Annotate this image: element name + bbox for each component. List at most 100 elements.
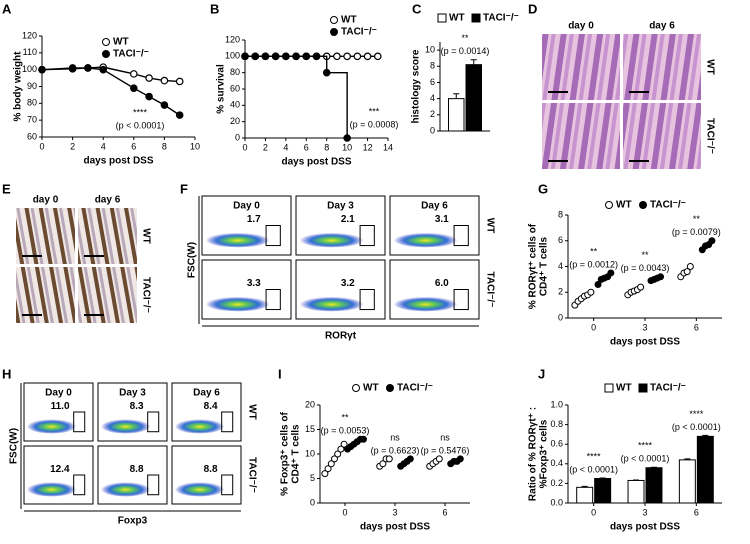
gate: [265, 289, 281, 311]
y-tick-label: 2: [430, 109, 435, 119]
y-tick-label: 0: [430, 125, 435, 135]
annotation: (p = 0.6623): [371, 445, 420, 455]
y-tick-label: 6: [558, 235, 563, 245]
y-tick-label: 20: [305, 399, 315, 409]
legend-label: TACI⁻/⁻: [397, 383, 433, 394]
annotation: (p = 0.0014): [441, 46, 490, 56]
data-point: [292, 52, 300, 61]
gate: [73, 411, 86, 433]
legend-marker: [352, 384, 360, 392]
x-tick-label: 6: [694, 507, 699, 517]
cell-cloud: [100, 481, 151, 497]
legend-label: WT: [449, 13, 465, 24]
column-heading: Day 3: [119, 388, 146, 399]
x-axis-label: days post DSS: [83, 156, 153, 167]
data-point: [373, 52, 382, 61]
data-point: [353, 52, 362, 61]
x-axis-label: Foxp3: [118, 516, 148, 527]
panel-label: C: [412, 1, 422, 16]
annotation: (p = 0.0043): [621, 263, 670, 273]
data-point: [686, 263, 694, 270]
y-tick-label: 0.0: [550, 497, 563, 507]
cell-cloud: [26, 481, 77, 497]
data-point: [321, 470, 329, 478]
cell-cloud: [26, 418, 77, 434]
legend-label: TACI⁻/⁻: [650, 200, 686, 211]
x-tick-label: 0: [242, 142, 247, 152]
legend-label: WT: [363, 383, 379, 394]
bar: [465, 64, 482, 132]
data-point: [657, 273, 665, 281]
x-tick-label: 10: [342, 142, 352, 152]
panel-label: H: [2, 366, 11, 381]
annotation: **: [590, 246, 598, 256]
row-label: TACI⁻/⁻: [484, 272, 495, 308]
x-tick-label: 6: [131, 141, 136, 151]
y-tick-label: 0.2: [550, 478, 563, 488]
y-axis-label: % RORγt⁺ cells of: [528, 223, 539, 309]
data-point: [334, 450, 342, 458]
y-tick-label: 8: [430, 61, 435, 71]
y-tick-label: 120: [22, 30, 37, 40]
x-axis-label: RORγt: [325, 331, 357, 342]
data-point: [587, 288, 595, 296]
x-axis-label: days post DSS: [610, 522, 680, 533]
gate-value: 3.3: [247, 278, 261, 289]
x-tick-label: 3: [642, 507, 647, 517]
legend-marker: [437, 13, 447, 23]
bar: [696, 435, 714, 504]
gate: [221, 474, 234, 496]
series-line: [41, 67, 181, 116]
gate-value: 11.0: [51, 401, 70, 412]
gate: [359, 289, 375, 311]
data-point: [340, 440, 348, 448]
y-axis-label: histology score: [411, 49, 422, 123]
data-point: [302, 52, 311, 61]
data-point: [331, 455, 338, 463]
annotation: (p < 0.0001): [116, 120, 165, 130]
column-heading: day 0: [33, 195, 59, 206]
legend-marker: [330, 16, 338, 24]
annotation: ****: [689, 409, 704, 419]
x-tick-label: 8: [162, 141, 167, 151]
data-point: [38, 65, 46, 74]
cell-cloud: [174, 481, 225, 497]
gate: [147, 474, 160, 496]
y-tick-label: 0: [310, 497, 315, 507]
micrograph: [16, 267, 75, 323]
annotation: ****: [587, 451, 602, 461]
y-tick-label: 0.8: [550, 419, 563, 429]
legend-label: WT: [616, 200, 632, 211]
data-point: [327, 460, 335, 468]
data-point: [379, 460, 387, 468]
data-point: [683, 268, 691, 276]
data-point: [282, 52, 290, 61]
row-label: WT: [484, 218, 495, 234]
data-point: [607, 269, 615, 277]
error-bar: [470, 59, 477, 65]
data-point: [312, 52, 321, 61]
data-point: [145, 74, 153, 82]
annotation: (p < 0.0001): [672, 422, 721, 432]
x-tick-label: 6: [694, 322, 699, 332]
gate: [221, 411, 234, 433]
y-axis-label: CD4⁺ T cells: [539, 236, 550, 296]
data-point: [343, 52, 351, 61]
micrograph: [623, 34, 701, 100]
annotation: (p = 0.5476): [421, 445, 470, 455]
gate-value: 8.3: [130, 401, 144, 412]
x-tick-label: 6: [304, 142, 309, 152]
row-label: TACI⁻/⁻: [140, 277, 151, 313]
data-point: [160, 76, 169, 85]
x-tick-label: 4: [101, 141, 106, 151]
data-point: [594, 281, 602, 289]
legend-marker: [102, 50, 110, 58]
y-tick-label: 1.0: [550, 399, 563, 409]
y-tick-label: 0: [558, 312, 563, 322]
x-axis-label: days post DSS: [281, 157, 351, 168]
data-point: [343, 134, 351, 142]
bar: [448, 98, 465, 132]
panel-label: A: [2, 1, 12, 16]
data-point: [261, 52, 270, 61]
